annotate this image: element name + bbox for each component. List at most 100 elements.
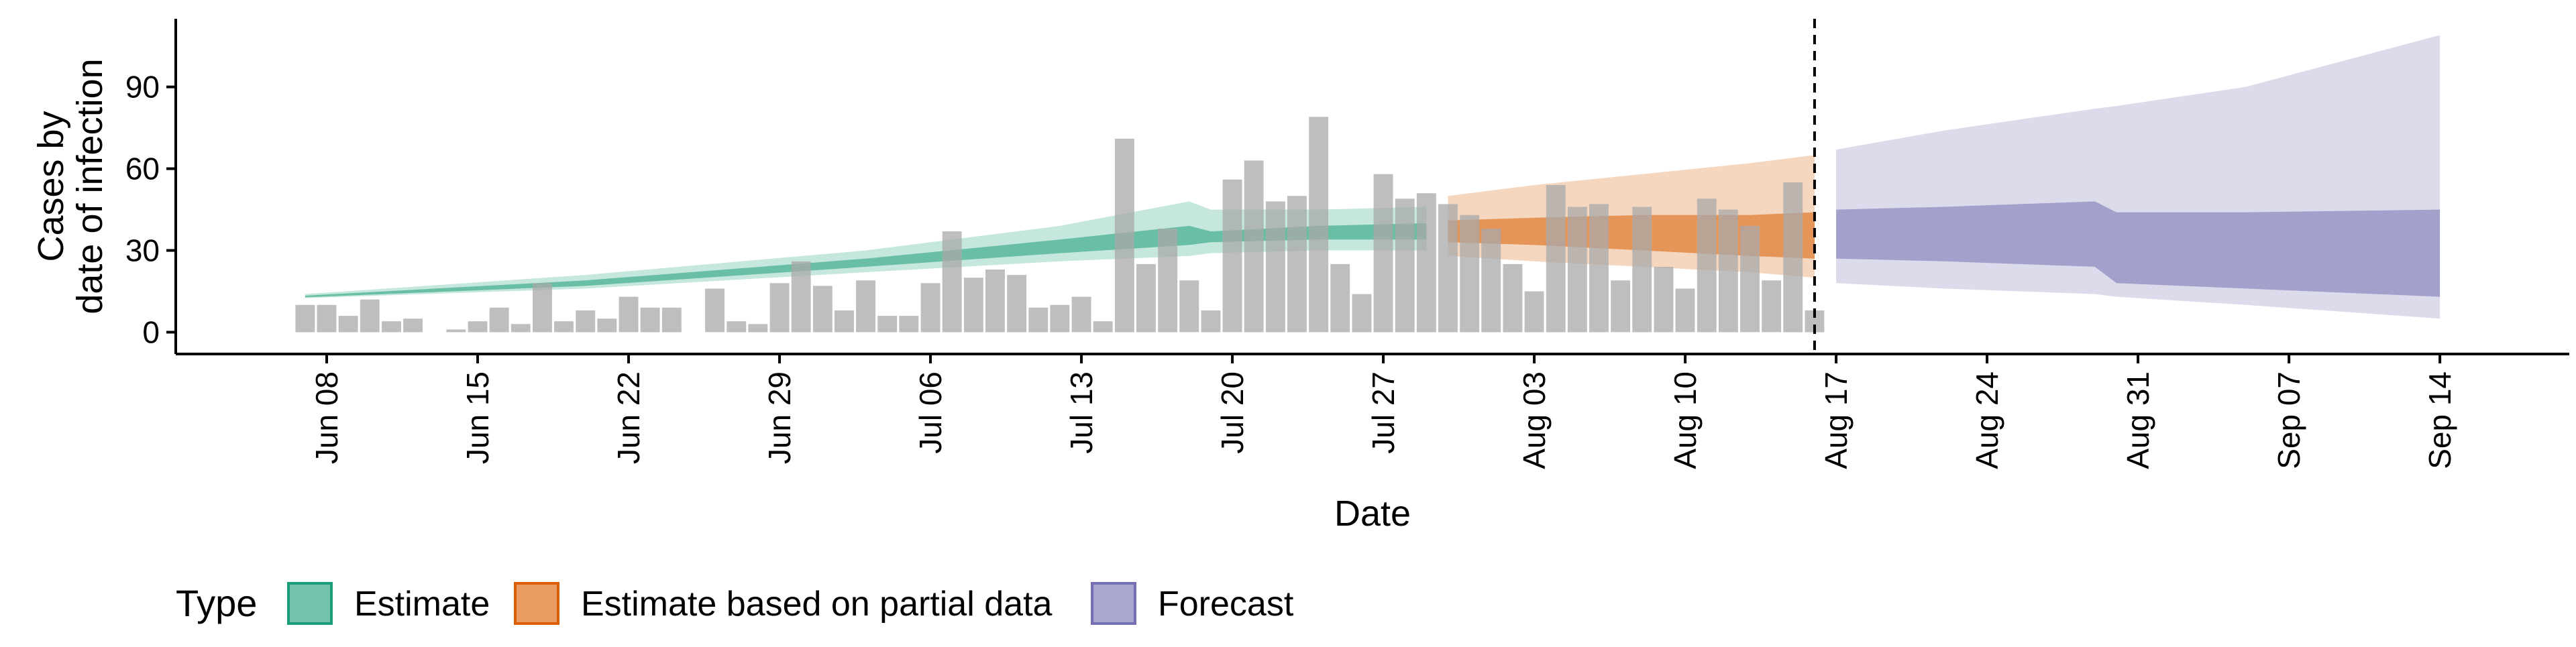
- case-bar: [877, 316, 898, 333]
- reported-case-bars: [295, 117, 1825, 333]
- estimate-90-interval-band: [305, 201, 1427, 298]
- case-bar: [1567, 207, 1587, 333]
- case-bar: [856, 280, 875, 333]
- x-tick-label: Aug 03: [1517, 371, 1552, 469]
- x-tick-label: Jun 29: [762, 371, 797, 464]
- case-bar: [1309, 117, 1329, 333]
- case-bar: [640, 307, 660, 333]
- case-bar: [920, 283, 941, 333]
- uncertainty-bands: [305, 35, 2440, 319]
- case-bar: [1675, 288, 1695, 333]
- case-bar: [1783, 182, 1803, 333]
- case-bar: [1524, 291, 1544, 333]
- case-bar: [403, 318, 423, 333]
- case-bar: [1330, 263, 1350, 333]
- x-tick-label: Jun 22: [611, 371, 646, 464]
- case-bar: [748, 324, 768, 333]
- case-bar: [1460, 215, 1480, 333]
- y-tick-label: 60: [125, 152, 160, 186]
- case-bar: [899, 316, 919, 333]
- case-bar: [338, 316, 358, 333]
- x-tick-label: Aug 31: [2121, 371, 2155, 469]
- case-bar: [1201, 310, 1221, 333]
- x-tick-label: Aug 10: [1668, 371, 1703, 469]
- case-bar: [1611, 280, 1631, 333]
- case-bar: [295, 304, 315, 333]
- case-bar: [1697, 198, 1717, 333]
- case-bar: [769, 283, 790, 333]
- case-bar: [1158, 229, 1178, 333]
- case-bar: [468, 321, 488, 333]
- case-bar: [1481, 229, 1501, 333]
- case-bar: [1287, 196, 1307, 333]
- forecast-50-interval-band: [1836, 201, 2440, 297]
- case-bar: [489, 307, 509, 333]
- case-bar: [791, 261, 811, 333]
- case-bar: [942, 231, 962, 333]
- x-tick-label: Aug 17: [1819, 371, 1854, 469]
- case-bar: [446, 329, 466, 333]
- case-bar: [1244, 160, 1264, 333]
- case-bar: [1071, 296, 1091, 333]
- case-bar: [1395, 198, 1415, 333]
- legend-label-estimate-based-on-partial-data: Estimate based on partial data: [581, 585, 1053, 624]
- case-bar: [1718, 209, 1738, 333]
- case-bar: [382, 321, 401, 333]
- case-bar: [1007, 275, 1027, 333]
- case-bar: [1373, 174, 1393, 333]
- x-tick-label: Sep 07: [2271, 371, 2306, 469]
- legend-label-estimate: Estimate: [354, 585, 490, 624]
- case-bar: [533, 283, 552, 333]
- case-bar: [360, 299, 380, 333]
- y-tick-label: 90: [125, 70, 160, 105]
- case-bar: [1352, 294, 1372, 333]
- x-tick-label: Jun 15: [460, 371, 495, 464]
- x-tick-label: Jul 06: [913, 371, 948, 454]
- x-axis-title: Date: [1334, 493, 1411, 534]
- case-bar: [1632, 207, 1652, 333]
- legend-label-forecast: Forecast: [1158, 585, 1294, 624]
- case-bar: [1762, 280, 1782, 333]
- case-bar: [1136, 263, 1156, 333]
- case-bar: [1740, 225, 1760, 333]
- case-bar: [835, 310, 854, 333]
- legend-key-forecast: [1091, 582, 1136, 625]
- case-bar: [963, 278, 983, 333]
- case-bar: [985, 270, 1005, 333]
- case-bar: [727, 321, 747, 333]
- x-tick-label: Jul 20: [1215, 371, 1250, 454]
- case-bar: [597, 318, 617, 333]
- case-bar: [511, 324, 531, 333]
- legend-title: Type: [176, 582, 257, 624]
- case-bar: [1028, 307, 1049, 333]
- case-bar: [1050, 304, 1070, 333]
- axes: 0 30 60 90 Jun 08 Jun 15 Jun 22 Jun 29 Jul 06 Jul…: [31, 19, 2569, 534]
- y-tick-label: 30: [125, 233, 160, 268]
- case-bar: [619, 296, 639, 333]
- case-bar: [1589, 204, 1609, 333]
- legend-key-estimate: [287, 582, 333, 625]
- y-axis-title-line: date of infection: [70, 58, 110, 314]
- case-bar: [705, 288, 724, 333]
- y-axis-title-line: Cases by: [31, 111, 71, 261]
- case-bar: [317, 304, 337, 333]
- legend: Type Estimate Estimate based on partial da…: [176, 582, 1294, 625]
- estimate-50-interval-band: [305, 223, 1427, 298]
- case-bar: [554, 321, 574, 333]
- case-bar: [1546, 185, 1566, 333]
- case-bar: [1114, 138, 1134, 333]
- x-tick-label: Jun 08: [309, 371, 344, 464]
- case-bar: [1654, 266, 1674, 333]
- x-tick-label: Jul 13: [1064, 371, 1099, 454]
- x-tick-label: Jul 27: [1366, 371, 1401, 454]
- case-bar: [812, 286, 833, 333]
- x-tick-label: Sep 14: [2422, 371, 2457, 469]
- x-tick-label: Aug 24: [1970, 371, 2004, 469]
- case-bar: [576, 310, 596, 333]
- legend-key-estimate-based-on-partial-data: [514, 582, 559, 625]
- case-bar: [1179, 280, 1199, 333]
- case-bar: [1265, 201, 1285, 333]
- case-bar: [1416, 193, 1436, 333]
